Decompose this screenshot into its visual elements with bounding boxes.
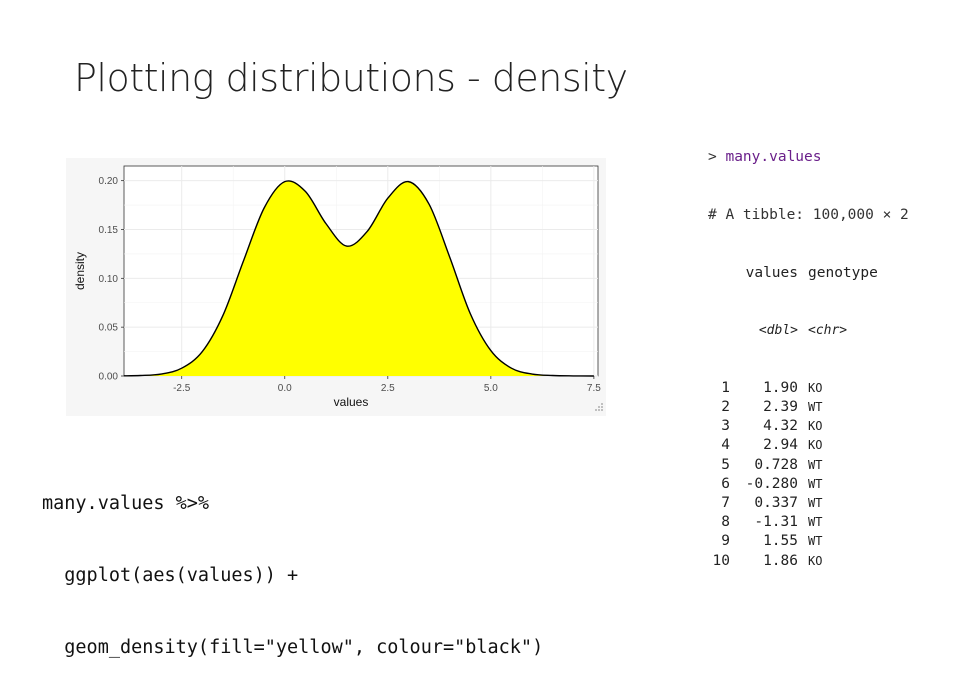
table-row: 6 -0.280 WT xyxy=(708,475,909,494)
tibble-header: # A tibble: 100,000 × 2 xyxy=(708,207,909,224)
cell-genotype: WT xyxy=(808,534,823,549)
x-tick-label: 2.5 xyxy=(381,383,395,394)
table-row: 5 0.728 WT xyxy=(708,456,909,475)
table-row: 1 1.90 KO xyxy=(708,379,909,398)
table-row: 9 1.55 WT xyxy=(708,532,909,551)
cell-values: -0.280 xyxy=(745,475,798,492)
table-row: 2 2.39 WT xyxy=(708,398,909,417)
column-header-values: values xyxy=(745,264,798,281)
row-number: 8 xyxy=(721,514,730,531)
tibble-rows: 1 1.90 KO 2 2.39 WT 3 4.32 KO 4 2.94 KO 5 0.728 WT 6 -0.… xyxy=(708,379,909,571)
row-number: 7 xyxy=(721,495,730,512)
y-axis-ticks: 0.00 0.05 0.10 0.15 0.20 xyxy=(99,176,124,383)
cell-genotype: KO xyxy=(808,438,823,453)
code-line: many.values %>% xyxy=(42,493,210,514)
cell-genotype: WT xyxy=(808,400,823,415)
x-tick-label: 7.5 xyxy=(587,383,601,394)
cell-genotype: WT xyxy=(808,496,823,511)
density-line xyxy=(123,180,594,377)
cell-values: 1.90 xyxy=(763,379,798,396)
row-number: 10 xyxy=(712,552,730,569)
x-axis-label: values xyxy=(334,395,369,409)
cell-genotype: KO xyxy=(808,419,823,434)
cell-genotype: KO xyxy=(808,553,823,568)
table-row: 8 -1.31 WT xyxy=(708,513,909,532)
cell-genotype: WT xyxy=(808,457,823,472)
y-tick-label: 0.15 xyxy=(99,225,119,236)
table-row: 10 1.86 KO xyxy=(708,552,909,571)
cell-values: 4.32 xyxy=(763,418,798,435)
r-console-output: > many.values # A tibble: 100,000 × 2 va… xyxy=(708,110,909,590)
resize-grip-icon[interactable] xyxy=(595,403,603,411)
console-command-line: > many.values xyxy=(708,148,909,167)
cell-values: 1.86 xyxy=(763,552,798,569)
x-tick-label: 0.0 xyxy=(278,383,292,394)
cell-genotype: WT xyxy=(808,476,823,491)
cell-genotype: KO xyxy=(808,380,823,395)
row-number: 4 xyxy=(721,437,730,454)
code-line: geom_density(fill="yellow", colour="blac… xyxy=(42,637,544,658)
column-type-values: <dbl> xyxy=(758,323,798,339)
table-row: 3 4.32 KO xyxy=(708,417,909,436)
row-number: 3 xyxy=(721,418,730,435)
tibble-column-header: values genotype xyxy=(708,264,909,283)
y-tick-label: 0.00 xyxy=(99,372,119,383)
row-number: 9 xyxy=(721,533,730,550)
x-tick-label: -2.5 xyxy=(173,383,191,394)
cell-values: 2.94 xyxy=(763,437,798,454)
console-command: many.values xyxy=(725,149,822,166)
density-plot: 0.00 0.05 0.10 0.15 0.20 -2.5 0.0 2.5 5.0 7.5 va… xyxy=(66,158,606,416)
x-tick-label: 5.0 xyxy=(484,383,498,394)
cell-genotype: WT xyxy=(808,515,823,530)
code-line: ggplot(aes(values)) + xyxy=(42,565,299,586)
x-axis-ticks: -2.5 0.0 2.5 5.0 7.5 xyxy=(173,376,601,394)
y-tick-label: 0.05 xyxy=(99,323,119,334)
row-number: 2 xyxy=(721,399,730,416)
table-row: 7 0.337 WT xyxy=(708,494,909,513)
row-number: 1 xyxy=(721,379,730,396)
table-row: 4 2.94 KO xyxy=(708,436,909,455)
cell-values: 0.728 xyxy=(754,456,798,473)
cell-values: 0.337 xyxy=(754,495,798,512)
density-plot-svg: 0.00 0.05 0.10 0.15 0.20 -2.5 0.0 2.5 5.0 7.5 va… xyxy=(66,158,606,416)
cell-values: -1.31 xyxy=(754,514,798,531)
code-block: many.values %>% ggplot(aes(values)) + ge… xyxy=(42,444,543,684)
column-type-genotype: <chr> xyxy=(808,323,848,339)
row-number: 6 xyxy=(721,475,730,492)
y-tick-label: 0.20 xyxy=(99,176,119,187)
row-number: 5 xyxy=(721,456,730,473)
tibble-type-row: <dbl> <chr> xyxy=(708,321,909,340)
y-tick-label: 0.10 xyxy=(99,274,119,285)
y-axis-label: density xyxy=(73,252,87,290)
cell-values: 2.39 xyxy=(763,399,798,416)
console-prompt: > xyxy=(708,149,717,166)
column-header-genotype: genotype xyxy=(808,264,878,281)
slide-title: Plotting distributions - density xyxy=(74,56,628,100)
cell-values: 1.55 xyxy=(763,533,798,550)
